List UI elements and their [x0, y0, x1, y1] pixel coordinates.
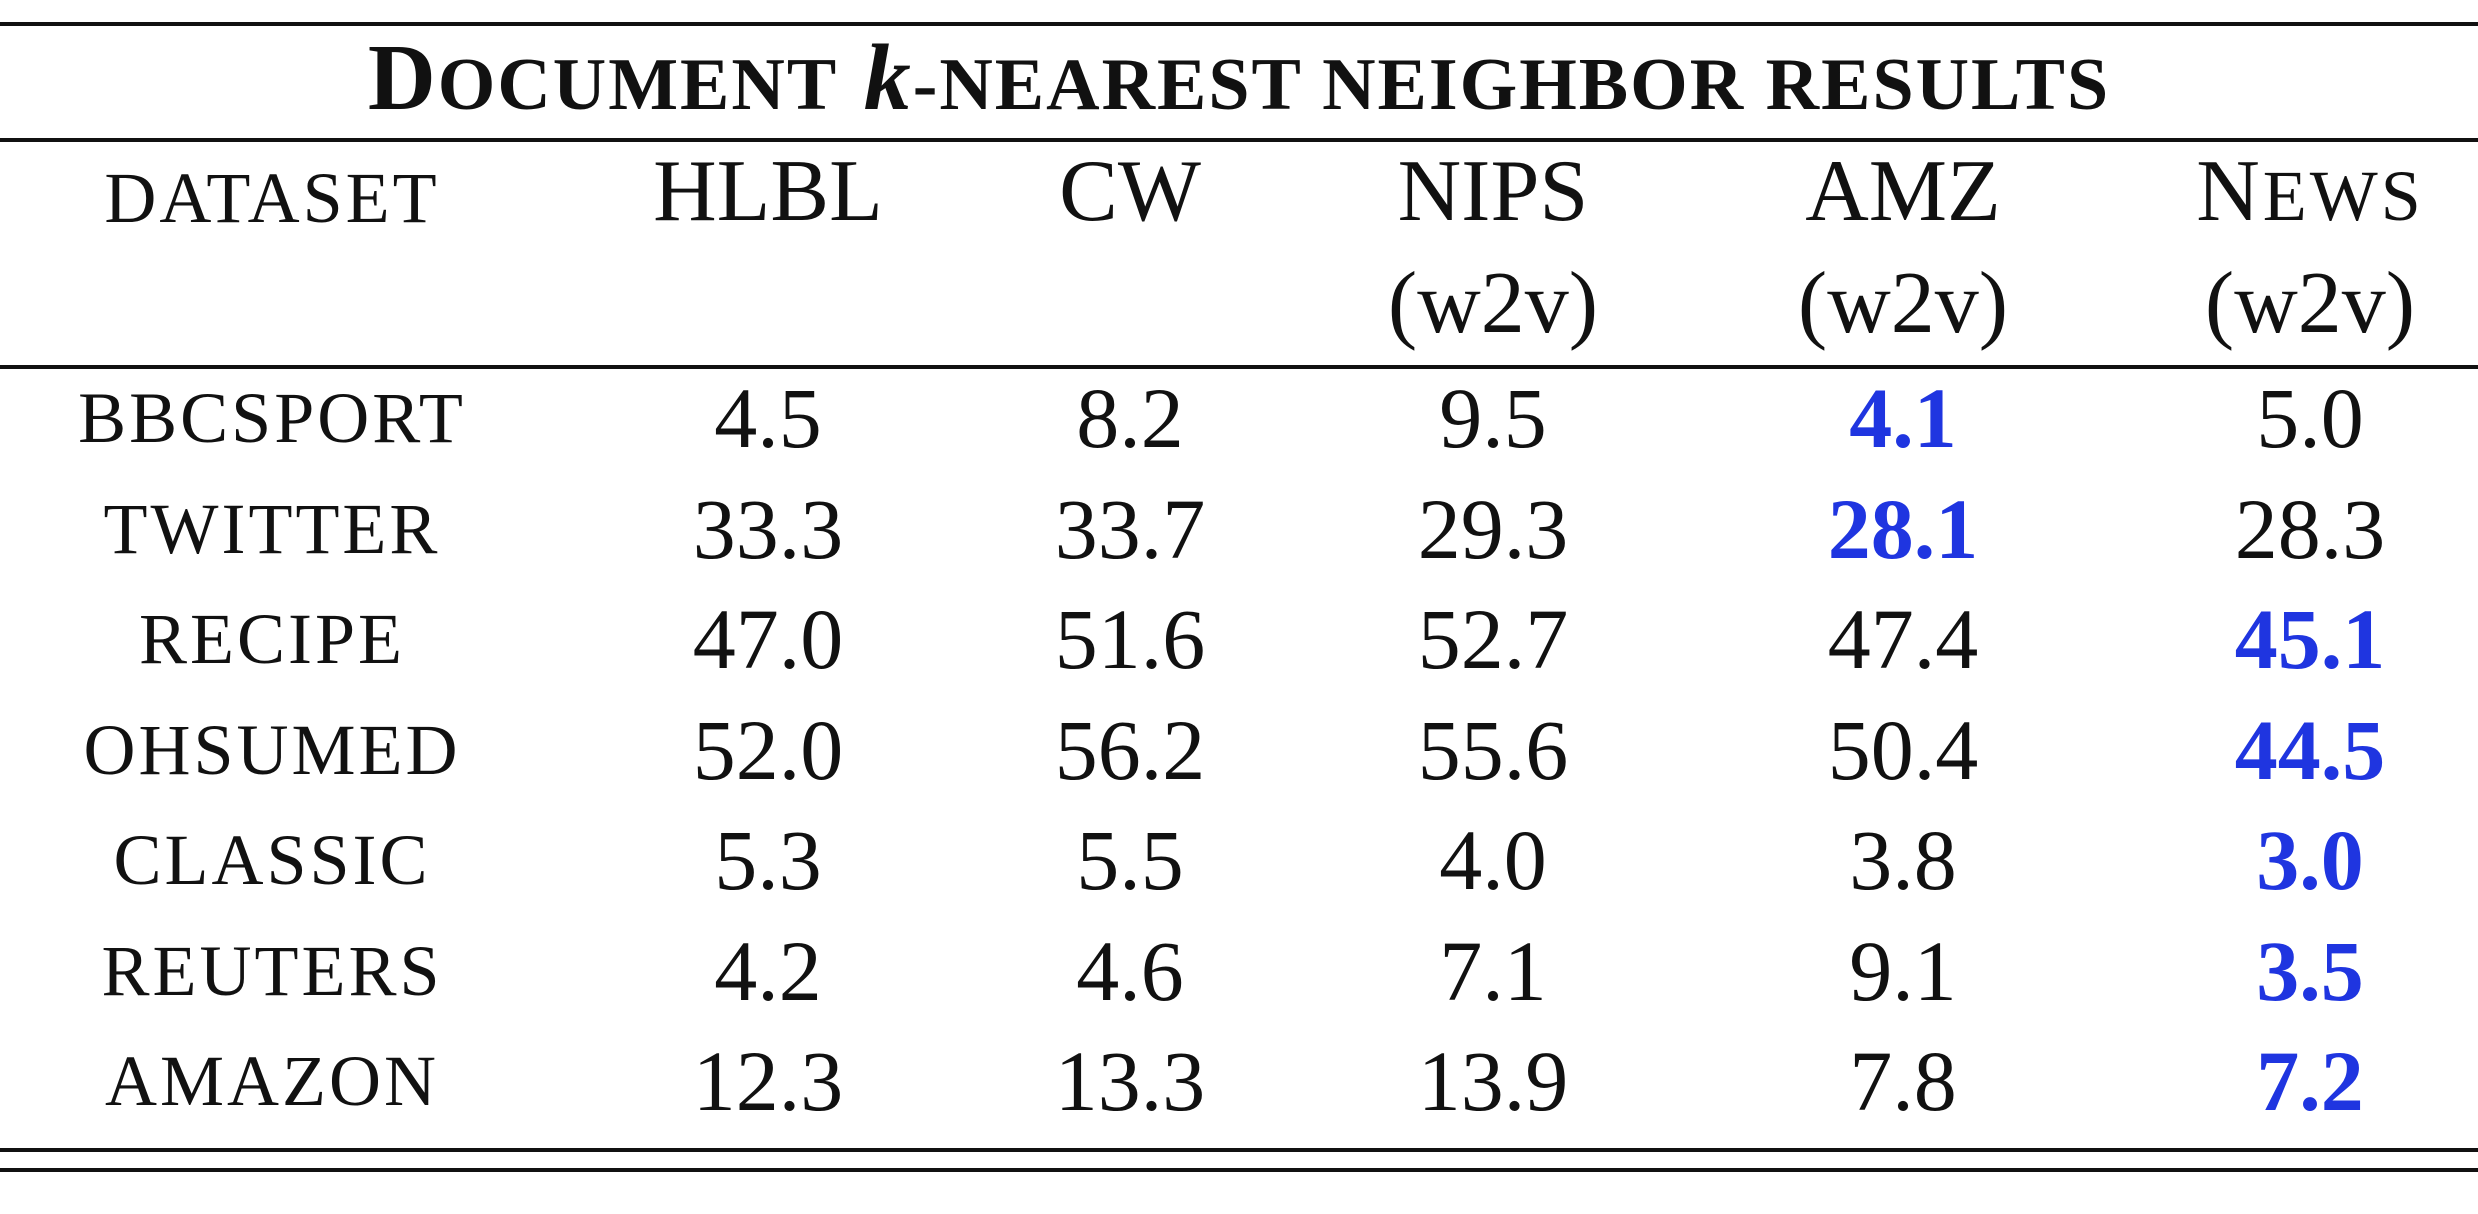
header-news-sub: (w2v)	[2204, 255, 2416, 352]
row-name: BBCSPORT	[78, 378, 466, 458]
header-amz: AMZ	[1805, 143, 2001, 240]
header-rule	[0, 365, 2478, 369]
header-dataset: DATASET	[104, 158, 440, 238]
value-cell: 8.2	[1076, 370, 1184, 466]
row-name: RECIPE	[138, 599, 406, 679]
value-cell: 5.0	[2256, 370, 2364, 466]
row-name: CLASSIC	[113, 820, 431, 900]
value-cell: 33.3	[692, 481, 844, 577]
title-first-cap: D	[367, 26, 438, 130]
value-cell: 5.5	[1076, 812, 1184, 908]
row-name: REUTERS	[101, 931, 443, 1011]
value-cell: 55.6	[1417, 702, 1569, 798]
bottom-rule-upper	[0, 1148, 2478, 1152]
header-news-cap: N	[2196, 143, 2263, 240]
row-name: AMAZON	[105, 1041, 439, 1121]
title-rule	[0, 138, 2478, 142]
best-value-cell: 7.2	[2256, 1033, 2364, 1129]
title-rest: -NEAREST NEIGHBOR RESULTS	[912, 44, 2111, 126]
value-cell: 4.2	[714, 923, 822, 1019]
value-cell: 4.5	[714, 370, 822, 466]
title-k: k	[863, 26, 913, 130]
header-news-rest: EWS	[2262, 156, 2424, 236]
best-value-cell: 28.1	[1827, 481, 1979, 577]
value-cell: 28.3	[2234, 481, 2386, 577]
row-name: TWITTER	[103, 489, 441, 569]
value-cell: 3.8	[1849, 812, 1957, 908]
value-cell: 9.5	[1439, 370, 1547, 466]
best-value-cell: 4.1	[1849, 370, 1957, 466]
value-cell: 52.7	[1417, 591, 1569, 687]
value-cell: 13.3	[1054, 1033, 1206, 1129]
header-amz-sub: (w2v)	[1797, 255, 2009, 352]
value-cell: 7.8	[1849, 1033, 1957, 1129]
header-news: NEWS	[2196, 136, 2424, 252]
title-first-rest: OCUMENT	[437, 44, 839, 126]
value-cell: 4.6	[1076, 923, 1184, 1019]
best-value-cell: 44.5	[2234, 702, 2386, 798]
value-cell: 33.7	[1054, 481, 1206, 577]
best-value-cell: 3.0	[2256, 812, 2364, 908]
value-cell: 7.1	[1439, 923, 1547, 1019]
best-value-cell: 3.5	[2256, 923, 2364, 1019]
best-value-cell: 45.1	[2234, 591, 2386, 687]
value-cell: 56.2	[1054, 702, 1206, 798]
value-cell: 51.6	[1054, 591, 1206, 687]
value-cell: 13.9	[1417, 1033, 1569, 1129]
value-cell: 29.3	[1417, 481, 1569, 577]
table-title: DOCUMENT k-NEAREST NEIGHBOR RESULTS	[0, 18, 2478, 138]
value-cell: 52.0	[692, 702, 844, 798]
value-cell: 47.4	[1827, 591, 1979, 687]
header-cw: CW	[1059, 143, 1201, 240]
value-cell: 50.4	[1827, 702, 1979, 798]
header-nips-sub: (w2v)	[1387, 255, 1599, 352]
value-cell: 5.3	[714, 812, 822, 908]
bottom-rule-lower	[0, 1168, 2478, 1172]
value-cell: 4.0	[1439, 812, 1547, 908]
value-cell: 47.0	[692, 591, 844, 687]
top-rule	[0, 22, 2478, 26]
header-hlbl: HLBL	[653, 143, 883, 240]
value-cell: 9.1	[1849, 923, 1957, 1019]
row-name: OHSUMED	[83, 710, 461, 790]
value-cell: 12.3	[692, 1033, 844, 1129]
header-nips: NIPS	[1397, 143, 1589, 240]
